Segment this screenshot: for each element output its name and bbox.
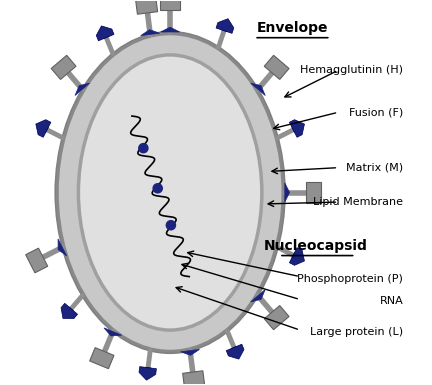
Polygon shape [139,367,156,380]
Polygon shape [58,239,67,256]
Polygon shape [61,303,78,319]
Text: Fusion (F): Fusion (F) [349,107,403,117]
Polygon shape [161,27,180,32]
Polygon shape [183,371,205,385]
Polygon shape [264,55,289,79]
Polygon shape [102,27,109,39]
Text: Lipid Membrane: Lipid Membrane [313,197,403,207]
Polygon shape [251,83,265,95]
Polygon shape [37,125,48,132]
Polygon shape [104,328,122,336]
Text: Hemagglutinin (H): Hemagglutinin (H) [300,65,403,75]
Polygon shape [285,183,289,202]
Polygon shape [264,306,289,330]
Text: Large protein (L): Large protein (L) [310,327,403,337]
Text: Matrix (M): Matrix (M) [346,162,403,172]
Text: Phosphoprotein (P): Phosphoprotein (P) [297,273,403,283]
Polygon shape [216,19,234,33]
Polygon shape [141,30,160,35]
Ellipse shape [78,55,262,330]
Polygon shape [231,346,238,358]
Circle shape [139,144,148,153]
Polygon shape [36,120,51,137]
Polygon shape [292,253,303,260]
Polygon shape [251,290,265,302]
Text: Nucleocapsid: Nucleocapsid [264,239,367,253]
Polygon shape [96,26,114,41]
Polygon shape [136,0,158,14]
Polygon shape [90,348,114,369]
Polygon shape [226,344,244,359]
Polygon shape [289,120,305,137]
Ellipse shape [55,32,285,353]
Polygon shape [64,307,73,318]
Ellipse shape [57,34,283,351]
Polygon shape [306,182,321,203]
Text: Envelope: Envelope [257,21,328,35]
Polygon shape [160,0,180,10]
Polygon shape [181,350,200,355]
Polygon shape [289,248,305,265]
Polygon shape [51,55,76,79]
Circle shape [166,221,175,230]
Polygon shape [145,367,151,379]
Polygon shape [25,248,48,273]
Polygon shape [221,20,228,32]
Circle shape [153,184,162,193]
Text: RNA: RNA [380,296,403,306]
Polygon shape [75,83,89,95]
Polygon shape [292,125,303,132]
